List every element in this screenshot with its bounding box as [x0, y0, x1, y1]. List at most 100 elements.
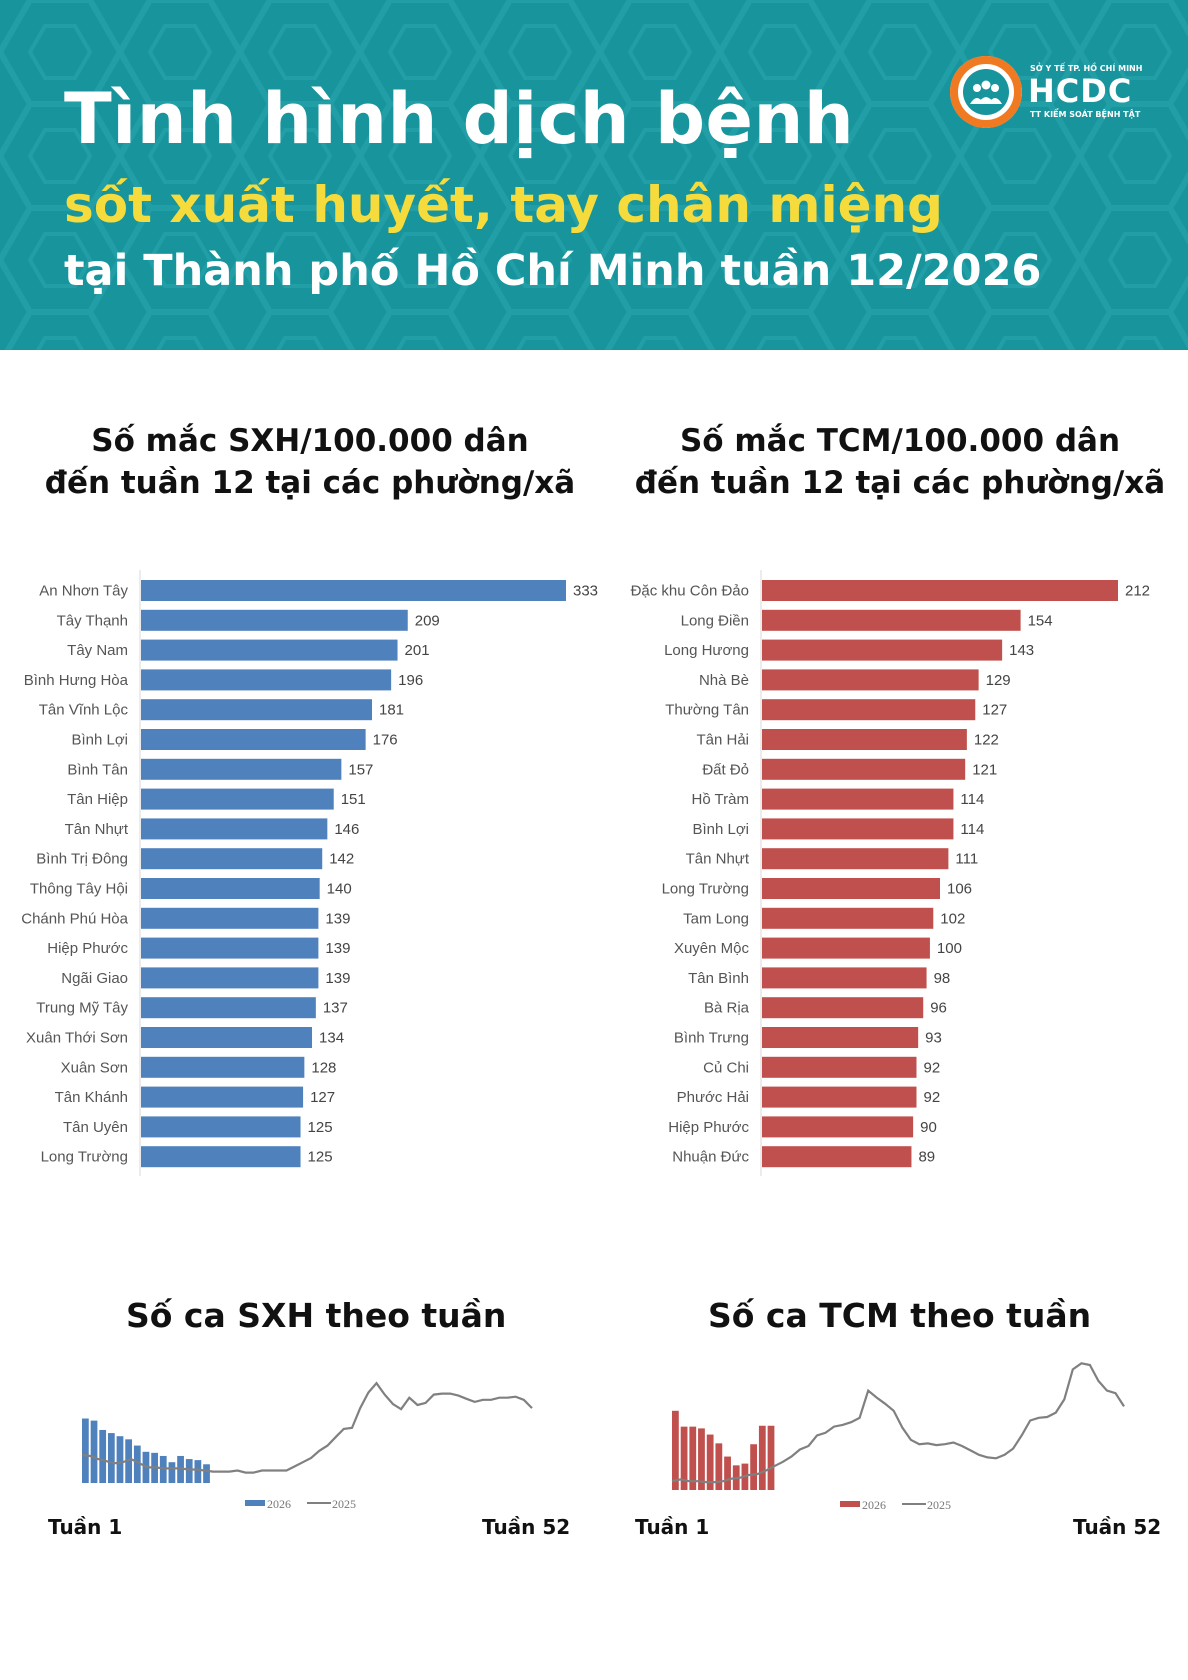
- tcm-value-label: 102: [940, 910, 965, 927]
- tcm-category-label: Phước Hải: [677, 1089, 749, 1106]
- sxh-bar-2026: [194, 1460, 202, 1483]
- sxh-bar-2026: [203, 1464, 210, 1483]
- tcm-value-label: 114: [960, 821, 984, 838]
- tcm-bar: [762, 639, 1003, 661]
- tcm-bar-2026: [680, 1426, 688, 1490]
- sxh-value-label: 181: [379, 702, 404, 719]
- tcm-value-label: 106: [947, 881, 972, 898]
- header-banner: Tình hình dịch bệnh sốt xuất huyết, tay …: [0, 0, 1188, 350]
- tcm-bar-title-line2: đến tuần 12 tại các phường/xã: [634, 465, 1166, 501]
- sxh-bar: [141, 699, 373, 721]
- tcm-bar: [762, 1146, 912, 1168]
- sxh-category-label: Chánh Phú Hòa: [21, 910, 128, 927]
- sxh-value-label: 140: [327, 881, 352, 898]
- sxh-value-label: 333: [573, 583, 598, 600]
- sxh-bar-2026: [159, 1455, 167, 1483]
- tcm-value-label: 89: [918, 1149, 935, 1166]
- tcm-value-label: 143: [1009, 642, 1034, 659]
- sxh-value-label: 134: [319, 1030, 344, 1047]
- page-title: Tình hình dịch bệnh: [64, 78, 855, 160]
- tcm-category-label: Bình Trưng: [674, 1030, 749, 1047]
- tcm-bar-2026: [767, 1425, 775, 1490]
- hcdc-emblem-icon: [950, 56, 1022, 128]
- sxh-bar: [141, 729, 366, 750]
- tcm-bar-chart: Đặc khu Côn Đảo 212 Long Điền 154 Long Hương…: [631, 570, 1150, 1176]
- sxh-category-label: Xuân Sơn: [61, 1059, 128, 1076]
- sxh-bar-2026: [168, 1462, 176, 1483]
- sxh-value-label: 201: [405, 642, 430, 659]
- sxh-legend-2025-label: 2025: [332, 1497, 356, 1511]
- sxh-value-label: 139: [325, 970, 350, 987]
- tcm-value-label: 90: [920, 1119, 937, 1136]
- sxh-category-label: Thông Tây Hội: [30, 881, 128, 898]
- tcm-value-label: 154: [1028, 612, 1053, 629]
- sxh-bar: [141, 848, 323, 870]
- sxh-bar: [141, 1056, 305, 1078]
- tcm-bar-title-line1: Số mắc TCM/100.000 dân: [679, 423, 1121, 459]
- tcm-bar: [762, 699, 976, 721]
- sxh-category-label: Ngãi Giao: [61, 970, 128, 987]
- page-subtitle-location: tại Thành phố Hồ Chí Minh tuần 12/2026: [64, 246, 1042, 296]
- sxh-category-label: Tây Thạnh: [57, 612, 128, 629]
- tcm-category-label: Xuyên Mộc: [674, 940, 750, 957]
- sxh-bar: [141, 788, 334, 810]
- sxh-bar-title-line2: đến tuần 12 tại các phường/xã: [44, 465, 576, 501]
- sxh-bar-chart-title: Số mắc SXH/100.000 dân đến tuần 12 tại c…: [20, 420, 600, 504]
- tcm-line-2025: [671, 1362, 1125, 1484]
- sxh-category-label: Long Trường: [41, 1149, 128, 1166]
- tcm-value-label: 100: [937, 940, 962, 957]
- sxh-category-label: Bình Trị Đông: [36, 851, 128, 868]
- sxh-bar-title-line1: Số mắc SXH/100.000 dân: [91, 423, 529, 459]
- tcm-bar-chart-title: Số mắc TCM/100.000 dân đến tuần 12 tại c…: [610, 420, 1188, 504]
- sxh-line-2025: [81, 1381, 533, 1474]
- sxh-value-label: 137: [323, 1000, 348, 1017]
- sxh-weekly-title: Số ca SXH theo tuần: [126, 1296, 507, 1335]
- sxh-bar: [141, 907, 319, 929]
- tcm-category-label: Tân Hải: [696, 732, 749, 749]
- tcm-category-label: Củ Chi: [703, 1059, 749, 1076]
- tcm-bar: [762, 997, 924, 1019]
- sxh-bar: [141, 818, 328, 840]
- sxh-bar-chart: An Nhơn Tây 333 Tây Thạnh 209 Tây Nam 201 Bình…: [21, 570, 598, 1176]
- tcm-category-label: Nhà Bè: [699, 672, 749, 689]
- sxh-category-label: Tây Nam: [67, 642, 128, 659]
- tcm-bar-2026: [724, 1456, 731, 1490]
- sxh-value-label: 146: [334, 821, 359, 838]
- sxh-bar: [141, 878, 320, 899]
- tcm-bar: [762, 878, 940, 899]
- tcm-value-label: 93: [925, 1030, 942, 1047]
- sxh-value-label: 209: [415, 612, 440, 629]
- sxh-category-label: Hiệp Phước: [47, 940, 128, 957]
- sxh-value-label: 139: [325, 940, 350, 957]
- tcm-value-label: 92: [923, 1089, 940, 1106]
- tcm-value-label: 212: [1125, 583, 1150, 600]
- sxh-week-start-label: Tuần 1: [48, 1515, 123, 1539]
- tcm-category-label: Thường Tân: [665, 702, 749, 719]
- sxh-bar-2026: [185, 1459, 193, 1483]
- tcm-bar: [762, 1086, 917, 1108]
- tcm-value-label: 98: [934, 970, 951, 987]
- tcm-category-label: Hiệp Phước: [668, 1119, 749, 1136]
- tcm-category-label: Hồ Tràm: [691, 791, 749, 808]
- sxh-category-label: Tân Nhựt: [65, 821, 129, 838]
- page-subtitle-diseases: sốt xuất huyết, tay chân miệng: [64, 176, 943, 234]
- sxh-bar: [141, 639, 398, 661]
- sxh-bar-2026: [107, 1433, 115, 1483]
- tcm-weekly-title: Số ca TCM theo tuần: [708, 1296, 1092, 1335]
- tcm-value-label: 127: [982, 702, 1007, 719]
- sxh-category-label: Bình Hưng Hòa: [24, 672, 129, 689]
- sxh-category-label: Xuân Thới Sơn: [26, 1030, 128, 1047]
- tcm-bar-2026: [689, 1426, 697, 1490]
- tcm-bar-2026: [715, 1443, 723, 1490]
- tcm-category-label: Bà Rịa: [704, 1000, 750, 1017]
- tcm-bar-2026: [706, 1434, 714, 1490]
- sxh-value-label: 151: [341, 791, 366, 808]
- sxh-value-label: 142: [329, 851, 354, 868]
- logo-top-text: SỞ Y TẾ TP. HỒ CHÍ MINH: [1030, 64, 1143, 73]
- tcm-category-label: Tam Long: [683, 910, 749, 927]
- tcm-bar: [762, 818, 954, 840]
- sxh-bar: [141, 1027, 313, 1048]
- tcm-bar: [762, 1116, 914, 1138]
- sxh-bar: [141, 580, 566, 601]
- sxh-category-label: Bình Lợi: [71, 732, 128, 749]
